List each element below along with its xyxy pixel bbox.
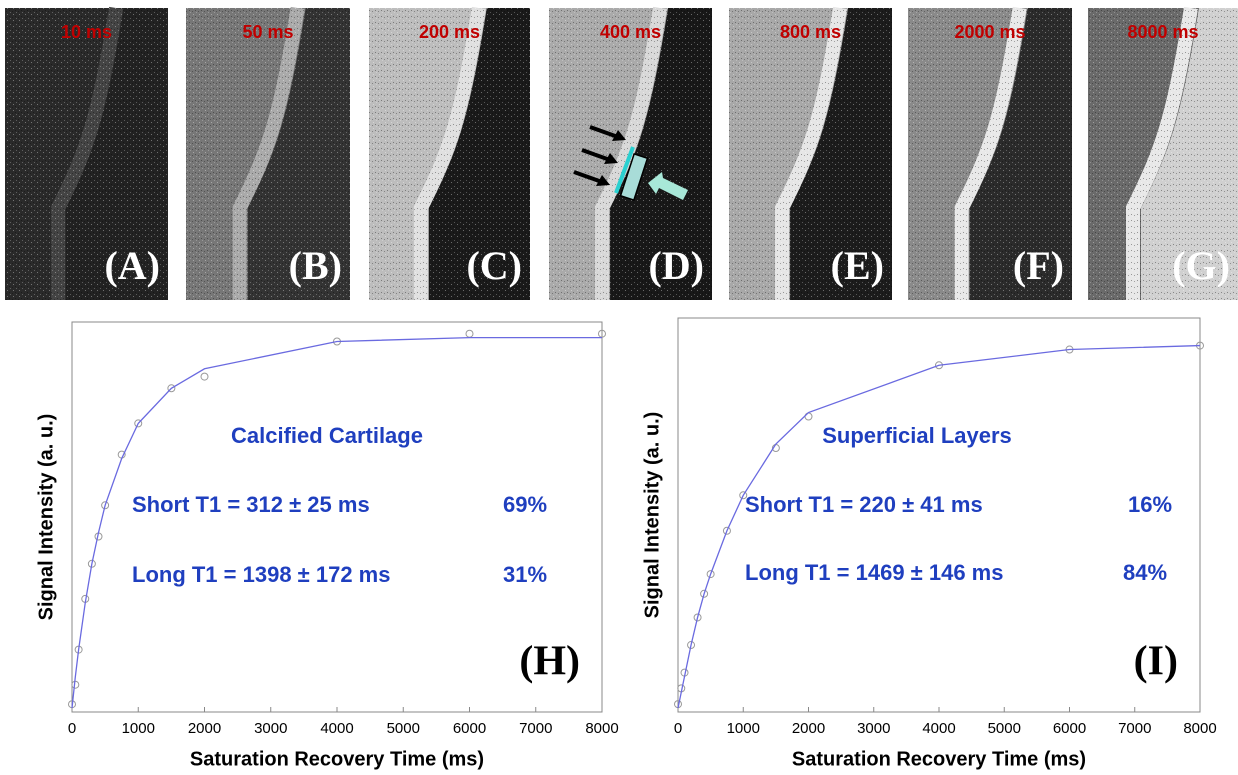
x-tick-label: 7000 (519, 720, 552, 737)
panel-label: (G) (1172, 243, 1230, 288)
annotation: Long T1 = 1398 ± 172 ms (132, 562, 390, 587)
mri-panel: 200 ms (C) (369, 8, 530, 300)
annotation: 69% (503, 492, 547, 517)
x-tick-label: 1000 (727, 720, 760, 737)
x-tick-label: 6000 (453, 720, 486, 737)
panel-label: (B) (289, 243, 342, 288)
annotation: 84% (1123, 560, 1167, 585)
x-tick-label: 2000 (792, 720, 825, 737)
x-tick-label: 3000 (857, 720, 890, 737)
panel-label: (I) (1134, 639, 1178, 685)
x-tick-label: 6000 (1053, 720, 1086, 737)
panel-time: 200 ms (419, 22, 480, 42)
data-point (201, 373, 208, 380)
x-tick-label: 8000 (585, 720, 618, 737)
panel-label: (C) (466, 243, 522, 288)
x-tick-label: 5000 (988, 720, 1021, 737)
y-axis-label: Signal Intensity (a. u.) (641, 412, 663, 619)
figure: 10 ms (A) 50 ms (B) 200 ms (C) 400 ms (D) 800 ms… (0, 0, 1238, 775)
panel-time: 2000 ms (954, 22, 1025, 42)
x-tick-label: 7000 (1118, 720, 1151, 737)
panel-label: (E) (831, 243, 884, 288)
x-tick-label: 8000 (1183, 720, 1216, 737)
panel-label: (H) (519, 639, 580, 685)
annotation: Long T1 = 1469 ± 146 ms (745, 560, 1003, 585)
x-tick-label: 2000 (188, 720, 221, 737)
annotation: Short T1 = 220 ± 41 ms (745, 492, 983, 517)
panel-time: 10 ms (61, 22, 112, 42)
mri-panel: 50 ms (B) (186, 8, 350, 300)
annotation: 31% (503, 562, 547, 587)
annotation: Superficial Layers (822, 423, 1012, 448)
fit-curve (678, 346, 1200, 708)
panel-time: 400 ms (600, 22, 661, 42)
panel-time: 50 ms (242, 22, 293, 42)
x-tick-label: 3000 (254, 720, 287, 737)
panel-label: (F) (1013, 243, 1064, 288)
panel-label: (D) (648, 243, 704, 288)
x-axis-label: Saturation Recovery Time (ms) (190, 748, 484, 770)
chart: 0 1000 2000 3000 4000 5000 6000 7000 8000 Saturat… (35, 322, 618, 770)
x-tick-label: 0 (674, 720, 682, 737)
x-tick-label: 4000 (922, 720, 955, 737)
x-axis-label: Saturation Recovery Time (ms) (792, 748, 1086, 770)
chart: 0 1000 2000 3000 4000 5000 6000 7000 8000 Saturat… (641, 318, 1216, 770)
x-tick-label: 5000 (387, 720, 420, 737)
panel-label: (A) (104, 243, 160, 288)
x-tick-label: 4000 (320, 720, 353, 737)
mri-panel: 800 ms (E) (729, 8, 892, 300)
annotation: 16% (1128, 492, 1172, 517)
x-tick-label: 1000 (122, 720, 155, 737)
panel-time: 8000 ms (1127, 22, 1198, 42)
annotation: Calcified Cartilage (231, 423, 423, 448)
mri-panel: 8000 ms (G) (1088, 8, 1238, 300)
x-tick-label: 0 (68, 720, 76, 737)
data-point (466, 330, 473, 337)
panel-time: 800 ms (780, 22, 841, 42)
y-axis-label: Signal Intensity (a. u.) (35, 414, 57, 621)
annotation: Short T1 = 312 ± 25 ms (132, 492, 370, 517)
mri-panel: 10 ms (A) (5, 8, 168, 300)
mri-panel: 2000 ms (F) (908, 8, 1072, 300)
